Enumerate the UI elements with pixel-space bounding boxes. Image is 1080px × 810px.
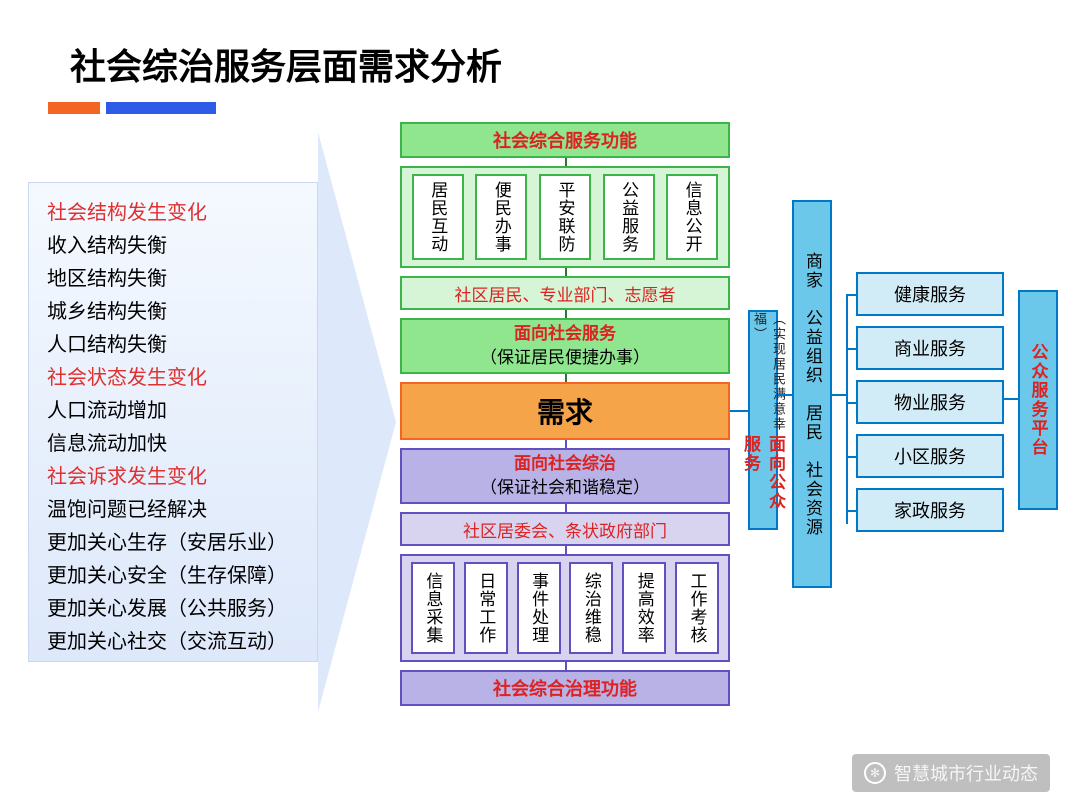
purple-functions-row: 信息采集日常工作事件处理综治维稳提高效率工作考核 [400, 554, 730, 662]
purple-function: 事件处理 [517, 562, 561, 654]
list-item: 更加关心社交（交流互动） [47, 626, 309, 659]
connector [565, 504, 567, 512]
green-function: 信息公开 [666, 174, 718, 260]
purple-function: 工作考核 [675, 562, 719, 654]
connector [565, 268, 567, 276]
purple-function: 信息采集 [411, 562, 455, 654]
connector [832, 394, 846, 396]
bar-blue [106, 102, 216, 114]
connector [565, 440, 567, 448]
connector [565, 662, 567, 670]
list-item: 温饱问题已经解决 [47, 494, 309, 527]
wechat-icon: ✻ [864, 762, 886, 784]
connector [1004, 398, 1018, 400]
list-item: 社会诉求发生变化 [47, 461, 309, 494]
list-item: 更加关心发展（公共服务） [47, 593, 309, 626]
page-title: 社会综治服务层面需求分析 [70, 38, 502, 90]
purple-governance: 面向社会综治（保证社会和谐稳定） [400, 448, 730, 504]
list-item: 收入结构失衡 [47, 230, 309, 263]
list-item: 更加关心生存（安居乐业） [47, 527, 309, 560]
watermark: ✻ 智慧城市行业动态 [852, 754, 1050, 792]
arrow-body: 社会结构发生变化收入结构失衡地区结构失衡城乡结构失衡人口结构失衡社会状态发生变化… [28, 182, 318, 662]
vbox-resources: 商家 公益组织 居民 社会资源 [792, 200, 832, 588]
green-functions-row: 居民互动便民办事平安联防公益服务信息公开 [400, 166, 730, 268]
connector [846, 294, 856, 296]
service-item: 物业服务 [856, 380, 1004, 424]
purple-committee: 社区居委会、条状政府部门 [400, 512, 730, 546]
green-function: 公益服务 [603, 174, 655, 260]
purple-function: 提高效率 [622, 562, 666, 654]
green-function: 平安联防 [539, 174, 591, 260]
vbox-public-service: （实现居民满意幸福） 面向公众服务 [748, 310, 778, 530]
service-item: 商业服务 [856, 326, 1004, 370]
connector [778, 394, 792, 396]
connector [846, 456, 856, 458]
connector [846, 510, 856, 512]
list-item: 地区结构失衡 [47, 263, 309, 296]
green-function: 便民办事 [475, 174, 527, 260]
list-item: 社会状态发生变化 [47, 362, 309, 395]
bar-orange [48, 102, 100, 114]
connector [565, 546, 567, 554]
list-item: 人口结构失衡 [47, 329, 309, 362]
vbox-platform: 公众服务平台 [1018, 290, 1058, 510]
connector [846, 294, 848, 524]
service-item: 家政服务 [856, 488, 1004, 532]
green-function: 居民互动 [412, 174, 464, 260]
connector [846, 402, 856, 404]
bottom-header: 社会综合治理功能 [400, 670, 730, 706]
purple-function: 日常工作 [464, 562, 508, 654]
list-item: 人口流动增加 [47, 395, 309, 428]
list-item: 社会结构发生变化 [47, 197, 309, 230]
connector [846, 348, 856, 350]
demand-box: 需求 [400, 382, 730, 440]
list-item: 信息流动加快 [47, 428, 309, 461]
list-item: 更加关心安全（生存保障） [47, 560, 309, 593]
green-service: 面向社会服务（保证居民便捷办事） [400, 318, 730, 374]
service-item: 小区服务 [856, 434, 1004, 478]
accent-bars [48, 102, 216, 114]
service-item: 健康服务 [856, 272, 1004, 316]
connector [565, 374, 567, 382]
list-item: 城乡结构失衡 [47, 296, 309, 329]
connector [565, 158, 567, 166]
arrow-head [318, 132, 396, 712]
green-participants: 社区居民、专业部门、志愿者 [400, 276, 730, 310]
top-header: 社会综合服务功能 [400, 122, 730, 158]
connector [565, 310, 567, 318]
purple-function: 综治维稳 [569, 562, 613, 654]
